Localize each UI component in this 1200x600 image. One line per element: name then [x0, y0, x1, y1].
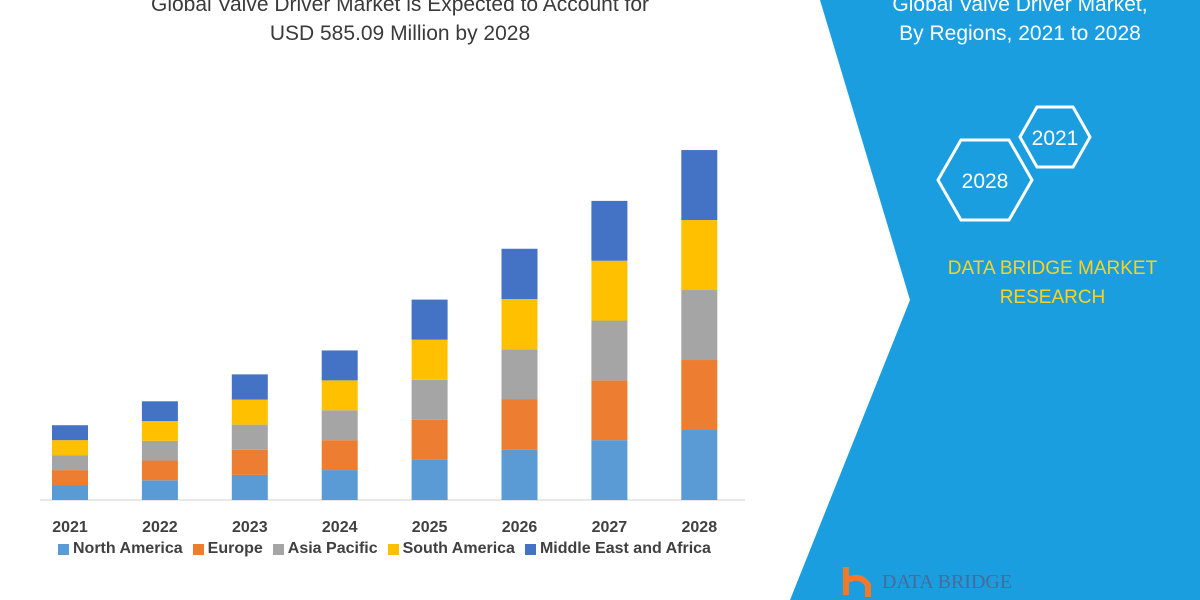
bar-2028-asia-pacific — [681, 290, 718, 361]
legend-swatch — [58, 543, 69, 555]
bar-2021-south-america — [52, 440, 88, 456]
hexagon-2028-icon — [936, 138, 1034, 222]
x-tick-label: 2027 — [592, 519, 628, 536]
bar-2025-middle-east-and-africa — [411, 299, 448, 340]
bar-2023-middle-east-and-africa — [231, 374, 268, 400]
legend-swatch — [192, 543, 204, 555]
bar-2023-south-america — [231, 399, 268, 425]
legend-label: Europe — [207, 540, 263, 557]
side-title-line-2: By Regions, 2021 to 2028 — [899, 22, 1141, 45]
legend-item: North America — [58, 540, 183, 558]
legend: North America Europe Asia Pacific South Ame… — [58, 540, 711, 558]
bar-2027-north-america — [591, 440, 628, 500]
bar-2026-south-america — [501, 299, 538, 350]
bar-2027-middle-east-and-africa — [591, 200, 628, 261]
bar-2023-europe — [231, 449, 268, 475]
x-tick-label: 2025 — [412, 519, 448, 536]
legend-swatch — [387, 543, 399, 555]
legend-label: Middle East and Africa — [539, 540, 711, 557]
x-tick-label: 2028 — [682, 519, 718, 536]
bar-2028-europe — [681, 360, 718, 431]
title-line-1: Global Valve Driver Market is Expected t… — [151, 0, 649, 16]
legend-item: Europe — [192, 540, 263, 558]
bar-2024-europe — [321, 440, 358, 471]
bar-2026-europe — [501, 399, 538, 450]
bar-2024-north-america — [321, 470, 358, 500]
legend-label: Asia Pacific — [287, 540, 378, 557]
bar-2028-north-america — [681, 430, 718, 500]
bar-2024-south-america — [321, 380, 358, 411]
bar-2022-south-america — [141, 421, 178, 441]
legend-swatch — [524, 543, 536, 555]
logo-icon — [843, 567, 871, 597]
x-tick-label: 2024 — [322, 519, 358, 536]
x-tick-label: 2026 — [502, 519, 538, 536]
brand-line-2: RESEARCH — [999, 287, 1106, 308]
bar-2026-asia-pacific — [501, 349, 538, 400]
bar-2026-north-america — [501, 449, 538, 500]
logo: DATA BRIDGE — [840, 565, 1012, 600]
legend-item: Middle East and Africa — [524, 540, 711, 558]
bar-2023-north-america — [231, 474, 268, 500]
legend-item: Asia Pacific — [272, 540, 378, 558]
bar-2023-asia-pacific — [231, 424, 268, 450]
bar-2026-middle-east-and-africa — [501, 248, 538, 300]
bar-2025-asia-pacific — [411, 379, 448, 420]
hexagon-2021-icon — [1018, 105, 1092, 169]
x-tick-label: 2021 — [52, 519, 88, 536]
bar-2022-middle-east-and-africa — [141, 401, 178, 422]
bar-2027-asia-pacific — [591, 320, 628, 381]
bar-2024-asia-pacific — [321, 410, 358, 441]
legend-label: South America — [402, 540, 515, 557]
bar-2028-middle-east-and-africa — [681, 150, 718, 221]
bar-2025-europe — [411, 419, 448, 460]
legend-label: North America — [73, 540, 183, 557]
x-tick-label: 2022 — [142, 519, 178, 536]
side-title-line-1: Global Valve Driver Market, — [892, 0, 1148, 16]
legend-item: South America — [387, 540, 515, 558]
bar-2027-europe — [591, 380, 628, 441]
title-line-2: USD 585.09 Million by 2028 — [269, 22, 531, 45]
bar-2027-south-america — [591, 260, 628, 321]
x-tick-label: 2023 — [232, 519, 268, 536]
bar-2021-middle-east-and-africa — [52, 425, 88, 441]
hex-label-2021: 2021 — [1032, 127, 1079, 150]
bar-2025-north-america — [411, 459, 448, 500]
bar-2021-europe — [52, 470, 88, 486]
brand-line-1: DATA BRIDGE MARKET — [947, 258, 1158, 279]
bar-2028-south-america — [681, 220, 718, 291]
chart-title: Global Valve Driver Market is Expected t… — [100, 0, 700, 48]
logo-text: DATA BRIDGE — [882, 571, 1013, 593]
side-title: Global Valve Driver Market, By Regions, … — [850, 0, 1190, 48]
legend-swatch — [272, 543, 284, 555]
bar-2021-asia-pacific — [52, 455, 88, 471]
hex-label-2028: 2028 — [962, 170, 1009, 193]
bar-2022-north-america — [141, 480, 178, 500]
bar-2024-middle-east-and-africa — [321, 350, 358, 381]
bar-2025-south-america — [411, 339, 448, 380]
brand-text: DATA BRIDGE MARKET RESEARCH — [910, 254, 1195, 312]
bar-2022-asia-pacific — [141, 440, 178, 461]
bar-2021-north-america — [52, 485, 88, 500]
side-panel — [790, 0, 1200, 600]
bar-2022-europe — [141, 460, 178, 481]
